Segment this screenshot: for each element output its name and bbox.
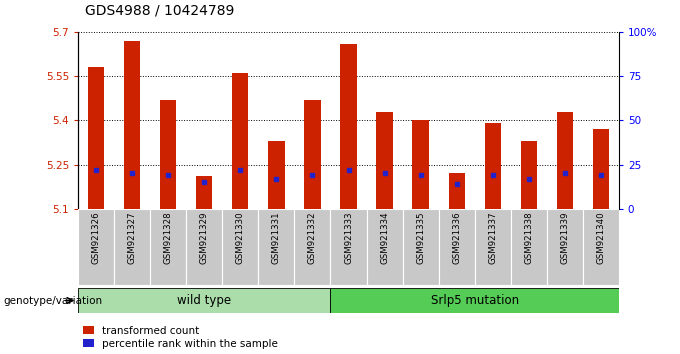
Bar (367, 209, 403, 285)
Bar (150, 209, 186, 285)
Bar (88, 67, 104, 209)
Bar (547, 209, 583, 285)
Bar (78, 209, 114, 285)
Text: GSM921339: GSM921339 (560, 211, 569, 264)
Text: Srlp5 mutation: Srlp5 mutation (430, 294, 519, 307)
Bar (197, 176, 212, 209)
Bar (114, 209, 150, 285)
Text: GSM921331: GSM921331 (272, 211, 281, 264)
Bar (557, 112, 573, 209)
Bar (377, 112, 392, 209)
Bar (439, 209, 475, 285)
Text: GSM921338: GSM921338 (524, 211, 533, 264)
Bar (186, 209, 222, 285)
Text: GSM921337: GSM921337 (488, 211, 497, 264)
Bar (330, 288, 619, 313)
Bar (233, 73, 248, 209)
Text: GSM921333: GSM921333 (344, 211, 353, 264)
Bar (593, 129, 609, 209)
Bar (258, 209, 294, 285)
Bar (294, 209, 330, 285)
Bar (124, 41, 140, 209)
Bar (521, 141, 537, 209)
Bar (222, 209, 258, 285)
Text: genotype/variation: genotype/variation (3, 296, 103, 306)
Text: GSM921340: GSM921340 (596, 211, 605, 264)
Text: GSM921329: GSM921329 (200, 211, 209, 264)
Bar (330, 209, 367, 285)
Bar (485, 123, 500, 209)
Text: GSM921328: GSM921328 (164, 211, 173, 264)
Text: GSM921327: GSM921327 (128, 211, 137, 264)
Text: GSM921330: GSM921330 (236, 211, 245, 264)
Bar (583, 209, 619, 285)
Text: GSM921334: GSM921334 (380, 211, 389, 264)
Legend: transformed count, percentile rank within the sample: transformed count, percentile rank withi… (84, 326, 278, 349)
Bar (341, 44, 356, 209)
Bar (305, 100, 320, 209)
Bar (511, 209, 547, 285)
Bar (78, 288, 330, 313)
Bar (475, 209, 511, 285)
Bar (160, 100, 176, 209)
Bar (449, 173, 464, 209)
Text: GSM921332: GSM921332 (308, 211, 317, 264)
Text: GSM921335: GSM921335 (416, 211, 425, 264)
Bar (413, 120, 428, 209)
Text: GSM921326: GSM921326 (92, 211, 101, 264)
Bar (269, 141, 284, 209)
Text: GSM921336: GSM921336 (452, 211, 461, 264)
Text: wild type: wild type (177, 294, 231, 307)
Bar (403, 209, 439, 285)
Text: GDS4988 / 10424789: GDS4988 / 10424789 (85, 4, 235, 18)
